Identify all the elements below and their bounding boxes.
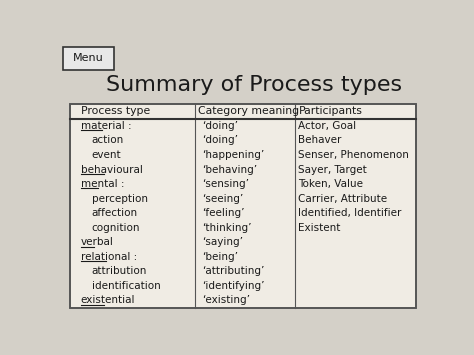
Text: cognition: cognition — [92, 223, 140, 233]
Text: ‘behaving’: ‘behaving’ — [202, 165, 257, 175]
Text: identification: identification — [92, 281, 161, 291]
Text: attribution: attribution — [92, 266, 147, 277]
Text: Behaver: Behaver — [299, 136, 342, 146]
Text: mental :: mental : — [81, 179, 124, 189]
Text: existential: existential — [81, 295, 136, 305]
Text: ‘doing’: ‘doing’ — [202, 121, 238, 131]
Text: Token, Value: Token, Value — [299, 179, 364, 189]
Text: relational :: relational : — [81, 252, 137, 262]
Text: ‘identifying’: ‘identifying’ — [202, 281, 264, 291]
Text: behavioural: behavioural — [81, 165, 143, 175]
Text: ‘existing’: ‘existing’ — [202, 295, 250, 305]
Text: Sayer, Target: Sayer, Target — [299, 165, 367, 175]
Text: ‘doing’: ‘doing’ — [202, 136, 238, 146]
Text: material :: material : — [81, 121, 131, 131]
Text: Menu: Menu — [73, 53, 104, 63]
Text: verbal: verbal — [81, 237, 114, 247]
Text: ‘being’: ‘being’ — [202, 252, 238, 262]
Text: Carrier, Attribute: Carrier, Attribute — [299, 194, 388, 204]
FancyBboxPatch shape — [70, 104, 416, 308]
Text: ‘thinking’: ‘thinking’ — [202, 223, 251, 233]
Text: ‘feeling’: ‘feeling’ — [202, 208, 245, 218]
Text: perception: perception — [92, 194, 148, 204]
Text: ‘sensing’: ‘sensing’ — [202, 179, 249, 189]
Text: event: event — [92, 150, 121, 160]
FancyBboxPatch shape — [63, 47, 114, 70]
Text: Identified, Identifier: Identified, Identifier — [299, 208, 402, 218]
Text: Category meaning: Category meaning — [198, 106, 300, 116]
Text: Summary of Process types: Summary of Process types — [106, 75, 402, 95]
Text: ‘saying’: ‘saying’ — [202, 237, 243, 247]
Text: action: action — [92, 136, 124, 146]
Text: Process type: Process type — [81, 106, 150, 116]
Text: ‘attributing’: ‘attributing’ — [202, 266, 264, 277]
Text: Existent: Existent — [299, 223, 341, 233]
Text: ‘happening’: ‘happening’ — [202, 150, 264, 160]
Text: Actor, Goal: Actor, Goal — [299, 121, 356, 131]
Text: Participants: Participants — [299, 106, 362, 116]
Text: Senser, Phenomenon: Senser, Phenomenon — [299, 150, 409, 160]
Text: affection: affection — [92, 208, 138, 218]
Text: ‘seeing’: ‘seeing’ — [202, 194, 243, 204]
